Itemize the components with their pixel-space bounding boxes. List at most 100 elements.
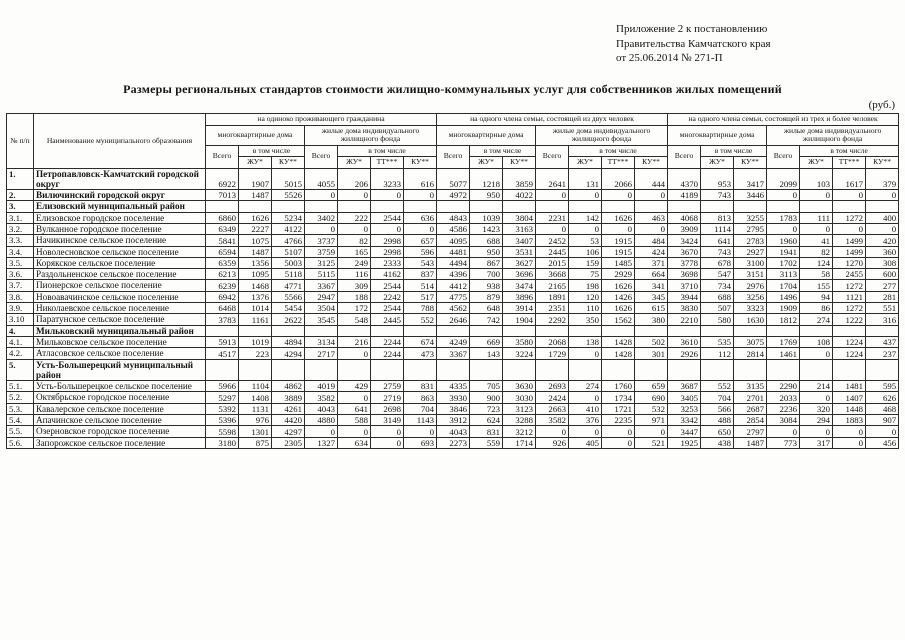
value-cell: 1270 [832,256,867,270]
value-cell: 5297 [205,391,239,404]
value-cell: 3255 [733,211,768,224]
row-number: 5.3. [6,402,34,416]
value-cell: 4481 [436,245,471,258]
value-cell: 4249 [436,335,471,349]
value-cell: 0 [766,222,801,236]
table-row: 2. Вилючинский городской округ 7013 1487 552… [6,189,900,202]
value-cell: 1915 [601,234,636,247]
value-cell: 1783 [766,211,801,224]
value-cell: 2210 [667,313,702,326]
row-number: 4.1. [6,335,34,349]
municipality-name: Новоавачинское сельское поселение [33,290,206,304]
value-cell: 1487 [238,189,272,202]
col-header-total: Всего [667,144,702,169]
value-cell: 159 [568,256,603,270]
value-cell: 813 [700,211,735,224]
value-cell: 547 [700,268,735,281]
value-cell: 3323 [733,302,768,315]
appendix-note-line-3: от 25.06.2014 № 271-П [616,52,723,65]
value-cell [601,324,636,337]
value-cell: 308 [865,256,900,270]
value-cell: 2544 [370,302,404,315]
value-cell [436,200,471,213]
value-cell: 2719 [370,391,404,404]
value-cell: 0 [337,189,371,202]
table-row: 5.5. Озерновское городское поселение 5598 1… [6,425,900,438]
value-cell: 3778 [667,256,702,270]
value-cell: 688 [469,234,504,247]
table-row: 3.9. Николаевское сельское поселение 6468 1… [6,302,900,315]
table-row: 3.2. Вулканное городское поселение 6349 222… [6,222,900,236]
value-cell: 0 [402,425,438,438]
value-cell: 5234 [271,211,305,224]
value-cell: 2227 [238,222,272,236]
col-header-zhu: ЖУ* [469,156,504,169]
value-cell: 41 [799,234,834,247]
value-cell: 693 [402,436,438,449]
municipality-name: Октябрьское городское поселение [33,391,206,404]
value-cell: 0 [799,425,834,438]
value-cell: 0 [799,189,834,202]
col-header-including: в том числе [336,144,438,157]
value-cell: 420 [865,234,900,247]
municipality-name: Кавалерское сельское поселение [33,402,206,416]
value-cell: 53 [568,234,603,247]
value-cell [865,324,900,337]
municipality-name: Озерновское городское поселение [33,425,206,438]
value-cell [402,324,438,337]
value-cell: 5118 [271,268,305,281]
value-cell: 507 [700,302,735,315]
col-header-including: в том числе [238,144,305,157]
value-cell: 0 [568,391,603,404]
value-cell: 3582 [304,391,338,404]
value-cell: 2033 [766,391,801,404]
value-cell: 837 [402,268,438,281]
value-cell: 596 [402,245,438,258]
value-cell: 317 [799,436,834,449]
value-cell: 2663 [535,402,570,416]
value-cell [271,324,305,337]
value-cell: 1428 [601,347,636,360]
value-cell: 552 [700,380,735,393]
value-cell: 1769 [766,335,801,349]
municipality-name: Пионерское сельское поселение [33,279,206,292]
col-header-including: в том числе [568,144,669,157]
value-cell: 1272 [832,211,867,224]
value-cell: 514 [402,279,438,292]
value-cell: 743 [700,245,735,258]
value-cell: 615 [634,302,669,315]
table-row: 5.1. Усть-Большерецкое сельское поселение… [6,380,900,393]
value-cell [370,324,404,337]
value-cell: 6860 [205,211,239,224]
value-cell: 2068 [535,335,570,349]
value-cell: 3859 [502,167,537,191]
value-cell: 2292 [535,313,570,326]
value-cell: 2854 [733,414,768,427]
value-cell: 1721 [601,402,636,416]
value-cell: 1960 [766,234,801,247]
value-cell: 4894 [271,335,305,349]
value-cell: 2242 [370,290,404,304]
value-cell: 1272 [832,279,867,292]
value-cell: 3125 [304,256,338,270]
value-cell [238,200,272,213]
value-cell: 976 [238,414,272,427]
value-cell: 743 [700,189,735,202]
value-cell [568,324,603,337]
row-number: 5.2. [6,391,34,404]
value-cell [733,324,768,337]
row-number: 3.10 [6,313,34,326]
value-cell: 4297 [271,425,305,438]
value-cell [601,200,636,213]
table-row: 5.2. Октябрьское городское поселение 5297 1… [6,391,900,404]
value-cell: 2424 [535,391,570,404]
value-cell: 1760 [601,380,636,393]
table-row: 3.6. Раздольненское сельское поселение 621… [6,268,900,281]
value-cell: 6594 [205,245,239,258]
value-cell: 0 [766,189,801,202]
table-row: 5. Усть-Большерецкий муниципальный район [6,358,900,382]
value-cell: 103 [799,167,834,191]
value-cell: 473 [402,347,438,360]
standards-table: № п/п Наименование муниципального образо… [6,113,900,449]
value-cell: 2544 [370,279,404,292]
